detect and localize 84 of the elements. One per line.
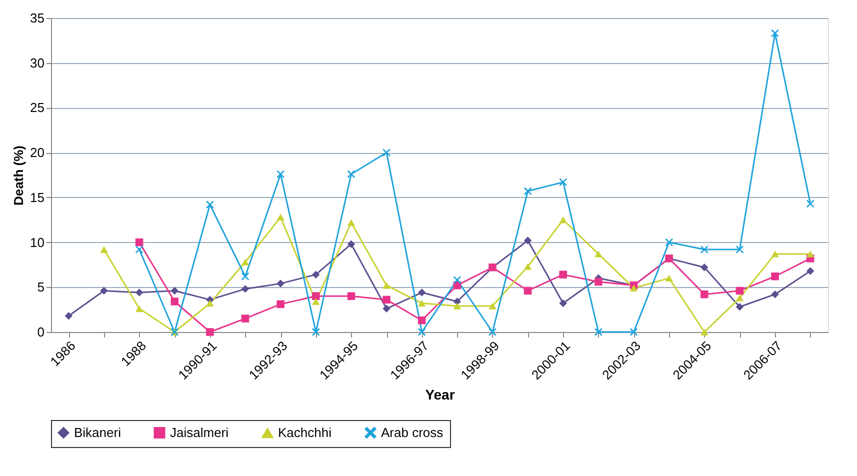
point (771, 272, 779, 280)
point (170, 298, 178, 306)
point (594, 328, 602, 336)
point (418, 300, 426, 307)
point (736, 303, 744, 311)
point (206, 200, 214, 208)
point (241, 272, 250, 280)
point (64, 312, 73, 320)
point (524, 263, 532, 270)
point (559, 299, 567, 308)
point (276, 170, 284, 178)
point (418, 328, 426, 336)
point (135, 246, 144, 254)
point (312, 292, 320, 300)
point (524, 286, 532, 295)
point (347, 240, 356, 248)
legend-label: Bikaneri (74, 424, 122, 440)
point (312, 270, 320, 278)
point (347, 170, 356, 178)
point (382, 304, 390, 313)
point (665, 238, 673, 246)
point (559, 270, 567, 278)
point (347, 292, 356, 300)
point (700, 328, 708, 336)
point (700, 290, 708, 298)
point (276, 280, 284, 288)
y-tick-label: 0 (37, 324, 44, 340)
point (206, 328, 214, 336)
point (594, 278, 602, 286)
point (524, 236, 532, 244)
point (771, 250, 779, 258)
point (241, 285, 250, 293)
point (488, 302, 496, 310)
point (700, 246, 708, 254)
y-tick-label: 15 (30, 190, 44, 205)
point (135, 238, 144, 246)
point (736, 286, 744, 295)
y-axis-title: Death (%) (11, 146, 26, 206)
point (135, 305, 144, 312)
point (100, 286, 108, 295)
point (418, 316, 426, 324)
y-tick-label: 30 (30, 55, 44, 70)
point (630, 284, 638, 292)
point (276, 214, 284, 221)
point (806, 250, 814, 258)
point (382, 282, 390, 289)
point (241, 314, 250, 322)
point (170, 286, 178, 295)
point (700, 264, 708, 272)
point (771, 290, 779, 298)
point (806, 200, 814, 208)
point (736, 246, 744, 254)
legend-label: Arab cross (381, 424, 444, 440)
point (418, 288, 426, 296)
point (665, 274, 673, 282)
point (347, 219, 356, 226)
point (806, 267, 814, 275)
x-axis-title: Year (425, 386, 456, 402)
point (630, 328, 638, 336)
y-tick-label: 35 (30, 10, 44, 26)
point (736, 294, 744, 302)
legend-label: Kachchhi (278, 425, 332, 440)
point (312, 328, 320, 336)
point (206, 300, 214, 307)
y-tick-label: 10 (30, 234, 44, 250)
point (771, 29, 779, 38)
point (382, 296, 390, 304)
point (594, 250, 602, 258)
point (312, 298, 320, 305)
point (276, 300, 284, 308)
y-tick-label: 5 (37, 280, 44, 295)
point (100, 246, 108, 253)
point (453, 298, 462, 306)
point (135, 288, 144, 296)
point (559, 216, 567, 224)
point (559, 178, 567, 186)
y-tick-label: 20 (30, 145, 44, 160)
point (524, 187, 532, 196)
legend-label: Jaisalmeri (170, 424, 229, 440)
point (241, 258, 250, 266)
point (453, 302, 462, 310)
y-tick-label: 25 (30, 100, 44, 116)
point (382, 148, 390, 156)
point (453, 276, 462, 284)
